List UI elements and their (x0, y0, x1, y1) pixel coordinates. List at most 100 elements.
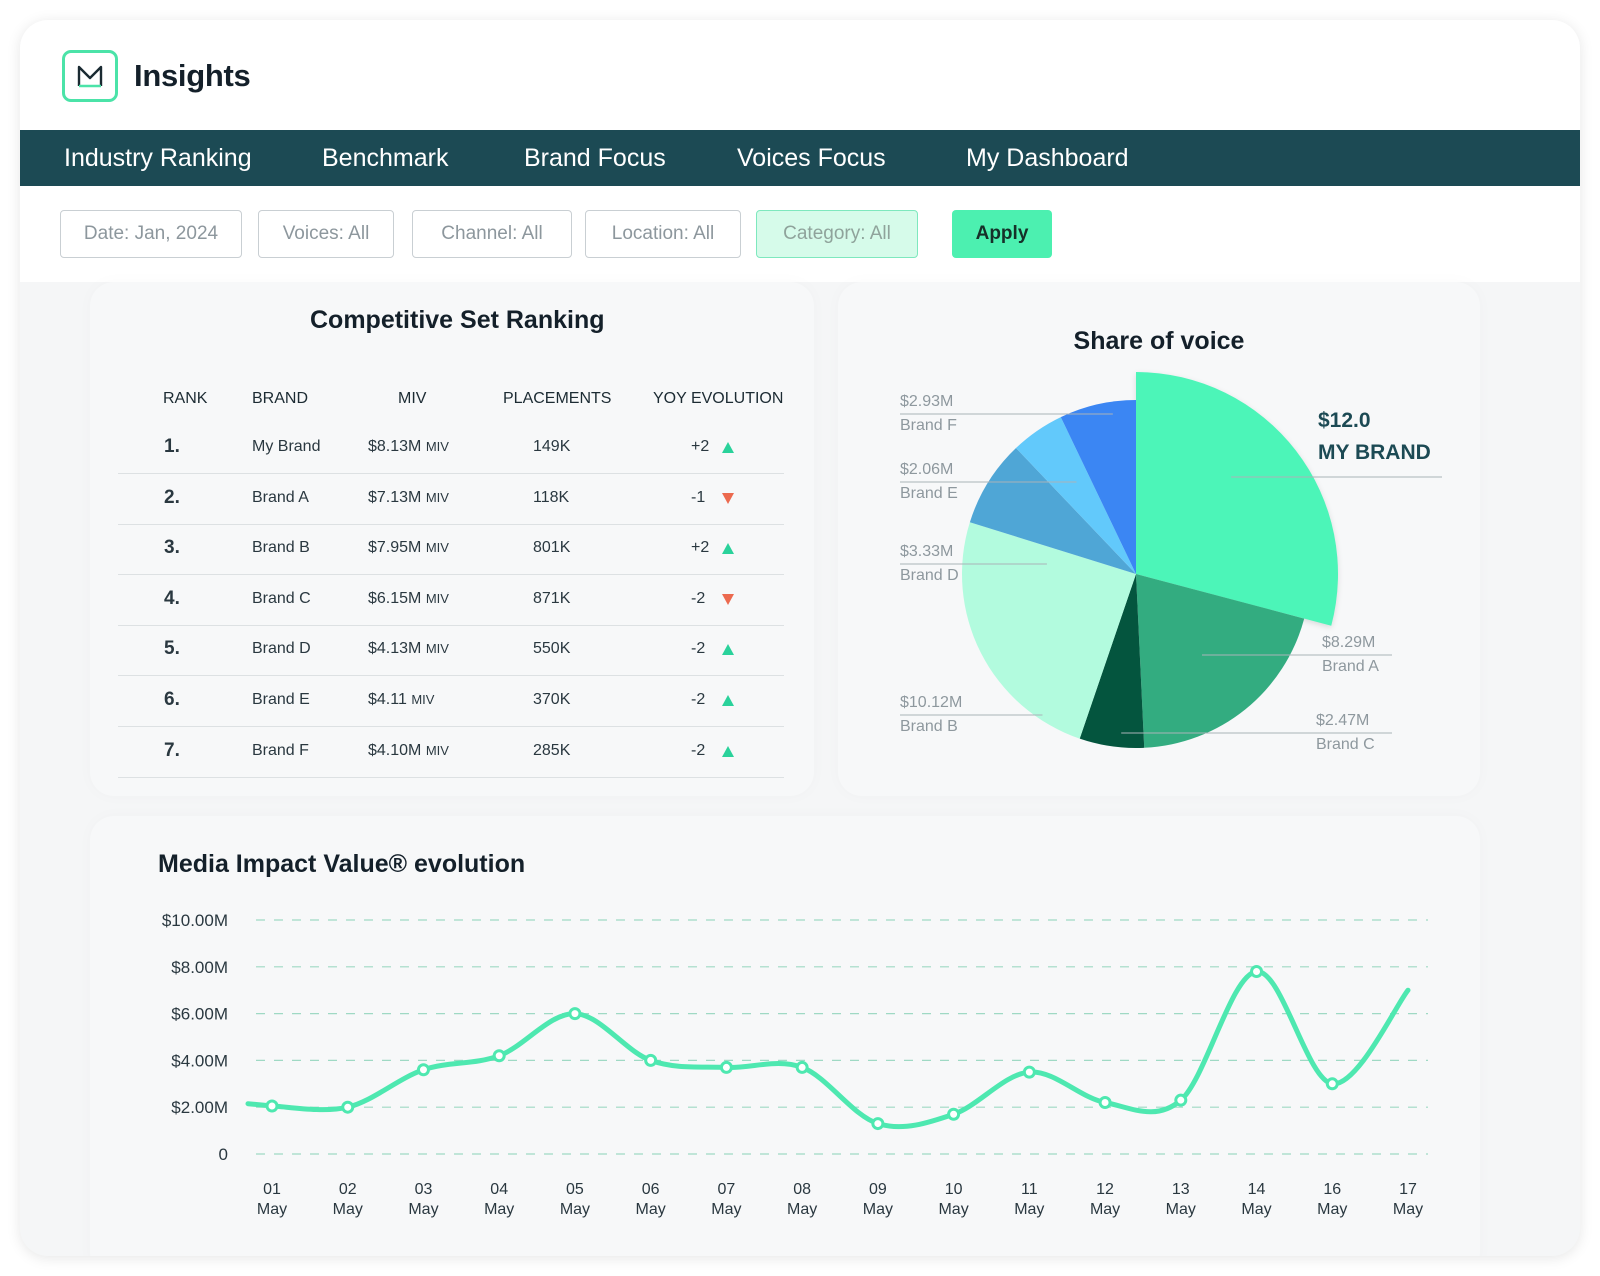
miv-series-line (245, 969, 1411, 1130)
brand-cell: Brand E (252, 691, 310, 708)
miv-data-point[interactable] (719, 1060, 733, 1074)
pie-slice-brand-b[interactable] (961, 522, 1136, 739)
tab-industry-ranking[interactable]: Industry Ranking (64, 144, 252, 172)
location-filter[interactable]: Location: All (585, 210, 741, 258)
pie-slice-brand-f[interactable] (1060, 400, 1136, 574)
x-tick-label: 09 (869, 1181, 887, 1198)
main-nav: Industry Ranking Benchmark Brand Focus V… (20, 130, 1580, 186)
trend-up-icon (722, 543, 734, 555)
table-row[interactable]: 7. Brand F $4.10M MIV 285K -2 (118, 728, 784, 778)
pie-slice-my-brand[interactable] (1136, 372, 1339, 626)
voices-filter[interactable]: Voices: All (258, 210, 394, 258)
tab-my-dashboard[interactable]: My Dashboard (966, 144, 1129, 172)
yoy-cell: -2 (691, 691, 706, 708)
pie-value-label: $3.33M (900, 543, 953, 560)
x-tick-label: 10 (945, 1181, 963, 1198)
pie-title: Share of voice (1074, 327, 1245, 355)
miv-data-point[interactable] (644, 1053, 658, 1067)
x-tick-label: May (1014, 1201, 1044, 1218)
table-row[interactable]: 4. Brand C $6.15M MIV 871K -2 (118, 576, 784, 626)
table-row[interactable]: 3. Brand B $7.95M MIV 801K +2 (118, 525, 784, 576)
x-tick-label: 01 (263, 1181, 281, 1198)
miv-value: $6.15M (368, 589, 422, 607)
table-row[interactable]: 5. Brand D $4.13M MIV 550K -2 (118, 626, 784, 677)
pie-slice-brand-a[interactable] (1136, 574, 1305, 748)
app-title: Insights (134, 58, 251, 93)
rank-cell: 5. (164, 638, 180, 660)
tab-voices-focus[interactable]: Voices Focus (737, 144, 886, 172)
x-tick-label: 03 (415, 1181, 433, 1198)
miv-data-point[interactable] (1098, 1096, 1112, 1110)
miv-cell: $4.11 MIV (368, 691, 434, 709)
ranking-title: Competitive Set Ranking (310, 306, 605, 334)
x-tick-label: 04 (490, 1181, 508, 1198)
placements-cell: 871K (533, 589, 571, 607)
pie-brand-label: Brand B (900, 718, 958, 735)
miv-data-point[interactable] (416, 1063, 430, 1077)
tab-benchmark[interactable]: Benchmark (322, 144, 449, 172)
miv-data-point[interactable] (1022, 1065, 1036, 1079)
y-tick-label: $8.00M (171, 958, 228, 977)
col-placements: PLACEMENTS (503, 390, 612, 407)
miv-value: $4.13M (368, 640, 422, 658)
apply-button[interactable]: Apply (952, 210, 1052, 258)
pie-slice-brand-e[interactable] (1016, 417, 1136, 574)
y-tick-label: $10.00M (162, 911, 228, 930)
x-tick-label: 17 (1399, 1181, 1417, 1198)
share-of-voice-card: Share of voice $12.0 MY BRAND $8.29M Brand A… (838, 282, 1480, 796)
miv-data-point[interactable] (568, 1007, 582, 1021)
table-row[interactable]: 6. Brand E $4.11 MIV 370K -2 (118, 677, 784, 727)
line-chart-title: Media Impact Value® evolution (158, 850, 525, 878)
table-row[interactable]: 1. My Brand $8.13M MIV 149K +2 (118, 424, 784, 474)
channel-filter[interactable]: Channel: All (412, 210, 572, 258)
pie-value-label: $2.06M (900, 461, 953, 478)
pie-slice-brand-d[interactable] (969, 448, 1136, 574)
miv-unit: MIV (425, 590, 449, 606)
x-tick-label: 12 (1096, 1181, 1114, 1198)
yoy-cell: -2 (691, 589, 706, 607)
miv-data-point[interactable] (1250, 964, 1264, 978)
miv-value: $7.95M (368, 539, 422, 557)
x-tick-label: 16 (1323, 1181, 1341, 1198)
miv-value: $4.10M (368, 741, 422, 759)
miv-evolution-card: Media Impact Value® evolution 0 $2.00M $4.0… (90, 816, 1480, 1256)
miv-data-point[interactable] (1325, 1077, 1339, 1091)
y-tick-label: $2.00M (171, 1098, 228, 1117)
x-tick-label: May (1090, 1201, 1120, 1218)
trend-up-icon (722, 745, 734, 757)
trend-down-icon (722, 593, 734, 605)
category-filter[interactable]: Category: All (756, 210, 918, 258)
x-tick-label: 02 (339, 1181, 357, 1198)
miv-data-point[interactable] (795, 1060, 809, 1074)
pie-value-label: $2.93M (900, 393, 953, 410)
miv-data-point[interactable] (492, 1049, 506, 1063)
miv-unit: MIV (425, 489, 449, 505)
miv-unit: MIV (425, 439, 449, 454)
miv-data-point[interactable] (265, 1099, 279, 1113)
m-logo-icon[interactable] (62, 50, 118, 102)
placements-cell: 550K (533, 640, 571, 658)
rank-cell: 3. (164, 537, 180, 559)
app-window: Insights Industry Ranking Benchmark Bran… (20, 20, 1580, 1256)
miv-data-point[interactable] (871, 1117, 885, 1131)
x-tick-label: May (787, 1201, 817, 1218)
date-filter[interactable]: Date: Jan, 2024 (60, 210, 242, 258)
x-tick-label: 11 (1021, 1181, 1038, 1198)
pie-slice-brand-c[interactable] (1079, 574, 1145, 749)
miv-data-point[interactable] (341, 1100, 355, 1114)
trend-down-icon (722, 492, 734, 504)
placements-cell: 370K (533, 691, 571, 708)
y-tick-label: $6.00M (171, 1005, 228, 1024)
miv-unit: MIV (425, 742, 449, 758)
table-row[interactable]: 2. Brand A $7.13M MIV 118K -1 (118, 475, 784, 525)
x-tick-label: May (863, 1201, 893, 1218)
miv-data-point[interactable] (947, 1107, 961, 1121)
placements-cell: 118K (533, 488, 570, 506)
rank-cell: 7. (164, 739, 180, 761)
miv-cell: $4.10M MIV (368, 742, 449, 760)
miv-unit: MIV (425, 540, 449, 556)
tab-brand-focus[interactable]: Brand Focus (524, 144, 666, 172)
placements-cell: 285K (533, 741, 571, 759)
miv-data-point[interactable] (1174, 1093, 1188, 1107)
brand-cell: Brand B (252, 539, 310, 557)
